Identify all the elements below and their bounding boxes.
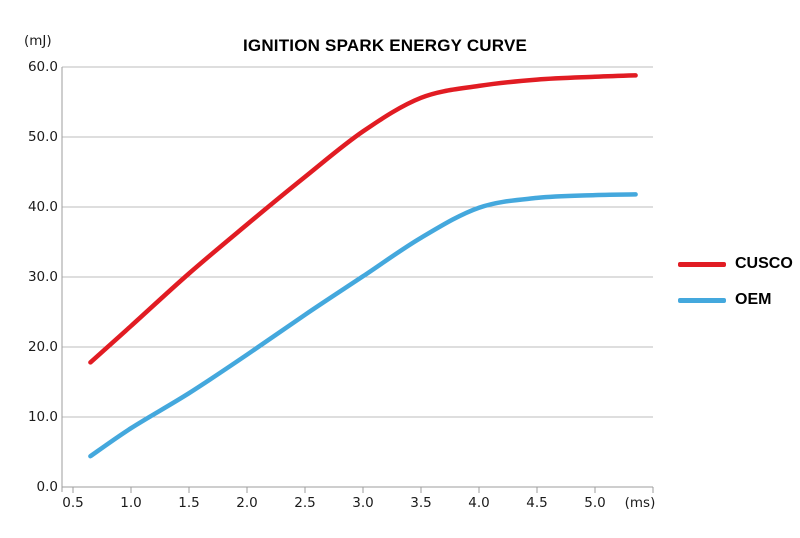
oem-line-swatch: [678, 297, 726, 303]
oem-curve: [88, 192, 638, 459]
y-tick-label: 20.0: [27, 339, 58, 355]
x-tick-label: 2.0: [236, 495, 258, 511]
x-tick-label: 3.0: [352, 495, 374, 511]
x-tick-label: 3.5: [410, 495, 432, 511]
y-axis-unit-label: (mJ): [24, 33, 52, 49]
legend: CUSCO OEM: [678, 252, 793, 324]
x-axis-unit-label: (ms): [624, 495, 656, 511]
legend-label-cusco: CUSCO: [735, 255, 793, 272]
x-tick-label: 0.5: [62, 495, 84, 511]
x-tick-label: 5.0: [584, 495, 606, 511]
x-tick-label: 1.0: [120, 495, 142, 511]
legend-item-oem: OEM: [678, 288, 793, 312]
x-tick-label: 2.5: [294, 495, 316, 511]
legend-item-cusco: CUSCO: [678, 252, 793, 276]
legend-label-oem: OEM: [735, 291, 772, 308]
cusco-curve: [88, 73, 638, 365]
y-tick-label: 0.0: [36, 479, 58, 495]
x-tick-label: 4.0: [468, 495, 490, 511]
y-tick-label: 10.0: [27, 409, 58, 425]
y-tick-label: 60.0: [27, 59, 58, 75]
y-tick-label: 30.0: [27, 269, 58, 285]
x-tick-label: 4.5: [526, 495, 548, 511]
y-tick-label: 50.0: [27, 129, 58, 145]
x-tick-label: 1.5: [178, 495, 200, 511]
cusco-line-swatch: [678, 261, 726, 267]
chart-title: IGNITION SPARK ENERGY CURVE: [242, 36, 528, 55]
y-tick-label: 40.0: [27, 199, 58, 215]
